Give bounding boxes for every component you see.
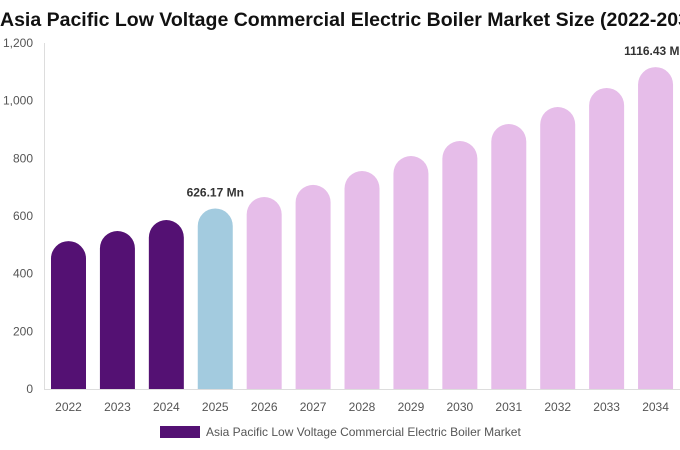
chart-title: Asia Pacific Low Voltage Commercial Elec… <box>0 9 680 31</box>
bar-2025 <box>197 208 233 389</box>
bar-2024 <box>148 220 184 389</box>
x-tick-label: 2028 <box>349 400 376 414</box>
data-label-2034: 1116.43 Mn <box>624 44 680 58</box>
bar-2022 <box>51 241 86 389</box>
legend: Asia Pacific Low Voltage Commercial Elec… <box>160 425 521 439</box>
data-label-2025: 626.17 Mn <box>187 185 244 199</box>
x-tick-label: 2032 <box>544 400 571 414</box>
y-tick-label: 800 <box>13 151 33 165</box>
bar-2023 <box>99 230 135 389</box>
legend-label: Asia Pacific Low Voltage Commercial Elec… <box>206 425 521 439</box>
x-tick-label: 2030 <box>447 400 474 414</box>
y-tick-label: 1,200 <box>3 36 33 50</box>
x-tick-label: 2026 <box>251 400 278 414</box>
bar-2028 <box>344 171 380 389</box>
x-tick-label: 2033 <box>593 400 620 414</box>
y-tick-label: 600 <box>13 209 33 223</box>
y-tick-label: 400 <box>13 267 33 281</box>
x-tick-label: 2031 <box>495 400 522 414</box>
bar-2029 <box>393 156 429 389</box>
x-tick-label: 2024 <box>153 400 180 414</box>
x-tick-label: 2023 <box>104 400 131 414</box>
bar-2030 <box>442 141 478 389</box>
bar-2031 <box>491 124 527 389</box>
legend-swatch <box>160 426 200 438</box>
bar-2034 <box>638 67 674 390</box>
x-tick-label: 2034 <box>642 400 669 414</box>
y-tick-label: 1,000 <box>3 94 33 108</box>
bar-2033 <box>589 87 625 389</box>
x-tick-label: 2029 <box>398 400 425 414</box>
x-tick-label: 2027 <box>300 400 327 414</box>
x-tick-label: 2025 <box>202 400 229 414</box>
y-tick-label: 200 <box>13 324 33 338</box>
bar-2027 <box>295 184 331 389</box>
bar-2026 <box>246 196 282 389</box>
bar-2032 <box>540 107 576 389</box>
x-tick-label: 2022 <box>55 400 82 414</box>
y-tick-label: 0 <box>26 382 33 396</box>
